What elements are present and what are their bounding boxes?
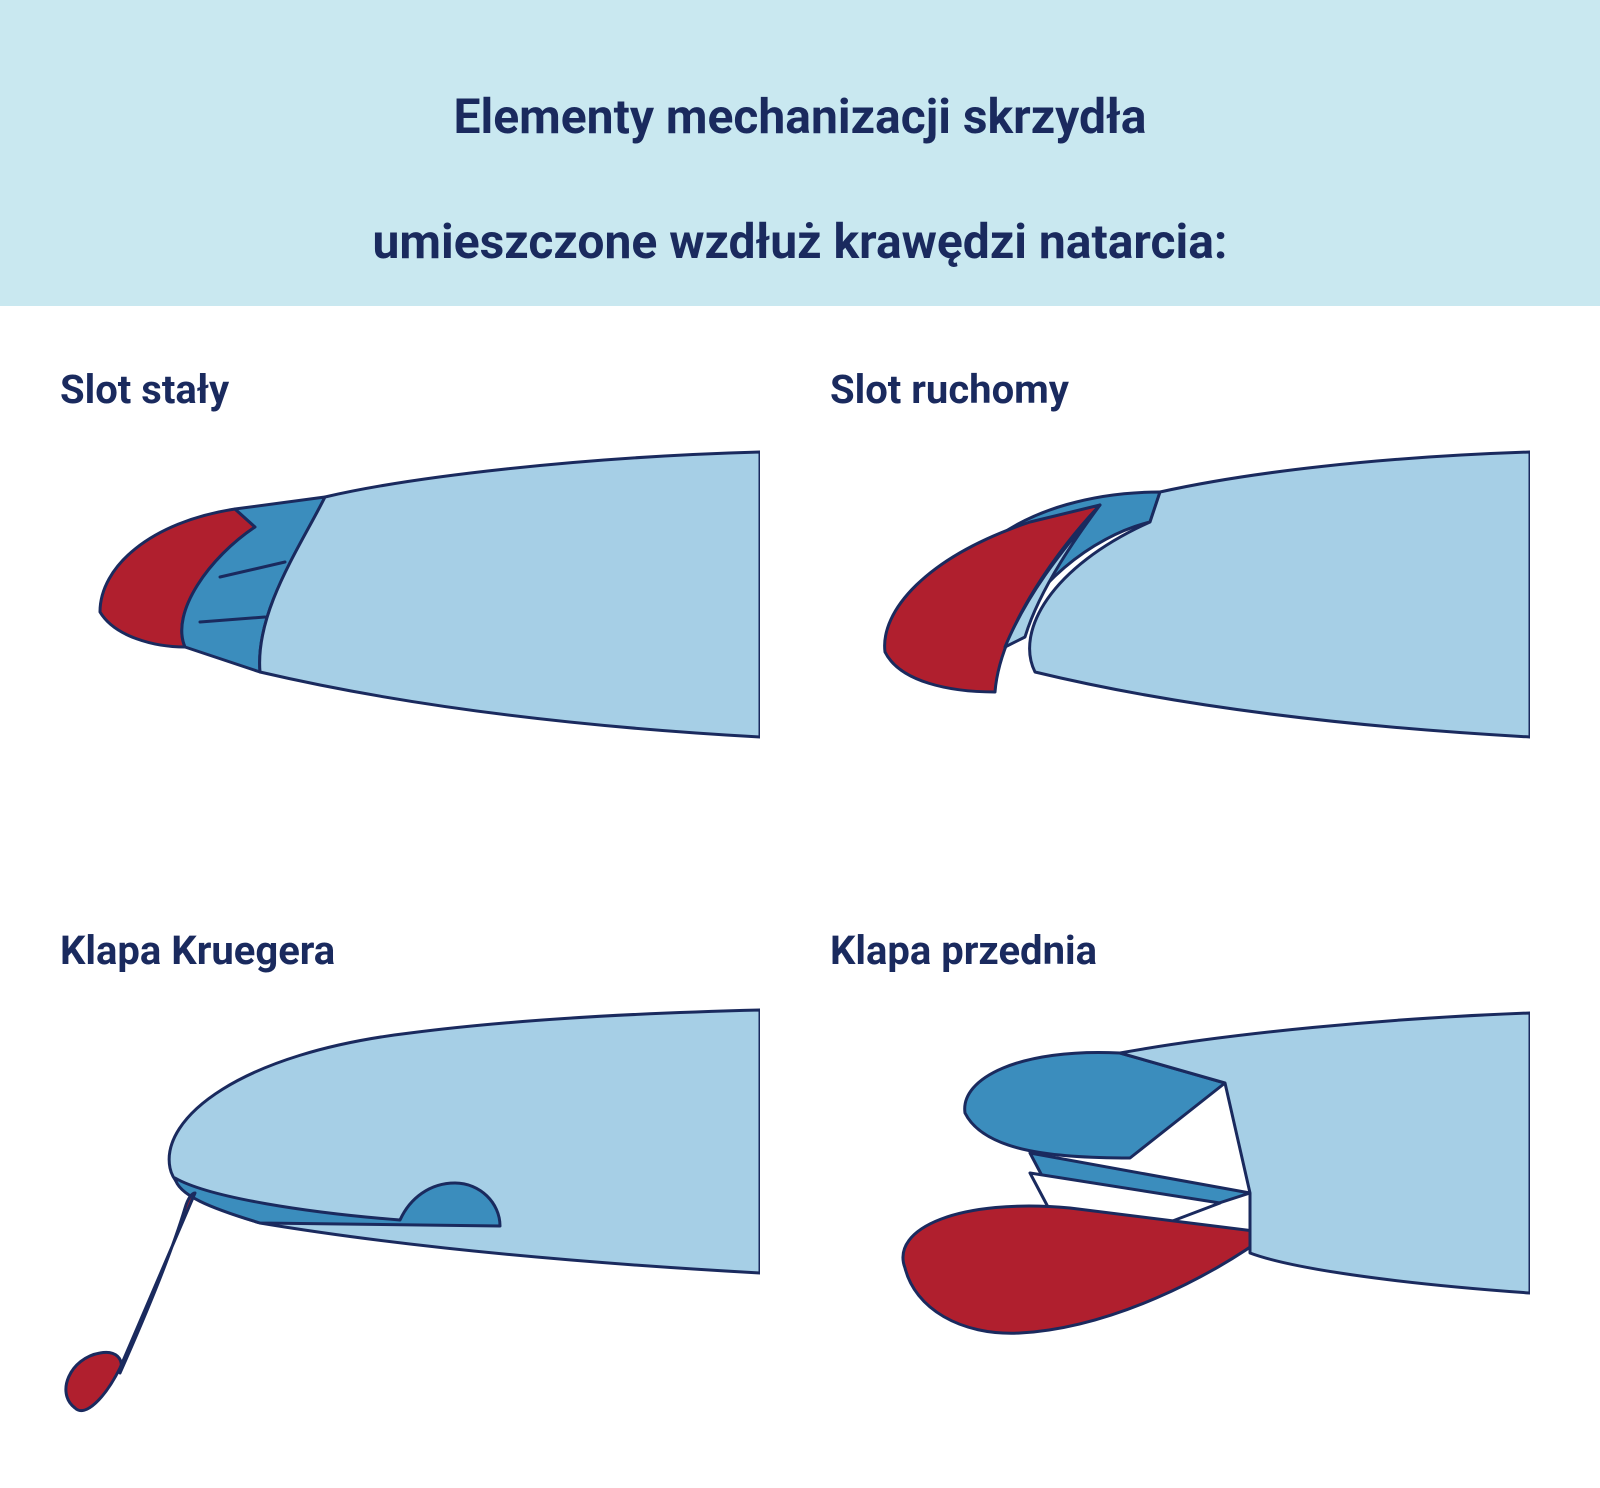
- label-klapa-kruegera: Klapa Kruegera: [60, 927, 790, 974]
- cell-klapa-kruegera: Klapa Kruegera: [60, 927, 790, 1448]
- wing-main: [169, 1010, 760, 1273]
- diagram-grid: Slot stały Slot ruchomy Kl: [0, 306, 1600, 1488]
- label-klapa-przednia: Klapa przednia: [830, 927, 1560, 974]
- cell-klapa-przednia: Klapa przednia: [830, 927, 1560, 1448]
- title-line-2: umieszczone wzdłuż krawędzi natarcia:: [373, 213, 1228, 270]
- cell-slot-ruchomy: Slot ruchomy: [830, 366, 1560, 887]
- title-line-1: Elementy mechanizacji skrzydła: [454, 88, 1147, 145]
- krueger-flap: [66, 1193, 195, 1411]
- diagram-movable-slot: [830, 437, 1530, 767]
- header-band: Elementy mechanizacji skrzydła umieszczo…: [0, 0, 1600, 306]
- cell-slot-staly: Slot stały: [60, 366, 790, 887]
- droop-flap: [903, 1206, 1270, 1333]
- page-title: Elementy mechanizacji skrzydła umieszczo…: [0, 24, 1600, 274]
- diagram-fixed-slot: [60, 437, 760, 767]
- diagram-krueger: [60, 998, 760, 1448]
- wing-main: [260, 452, 760, 737]
- diagram-leading-flap: [830, 998, 1530, 1368]
- label-slot-ruchomy: Slot ruchomy: [830, 366, 1560, 413]
- label-slot-staly: Slot stały: [60, 366, 790, 413]
